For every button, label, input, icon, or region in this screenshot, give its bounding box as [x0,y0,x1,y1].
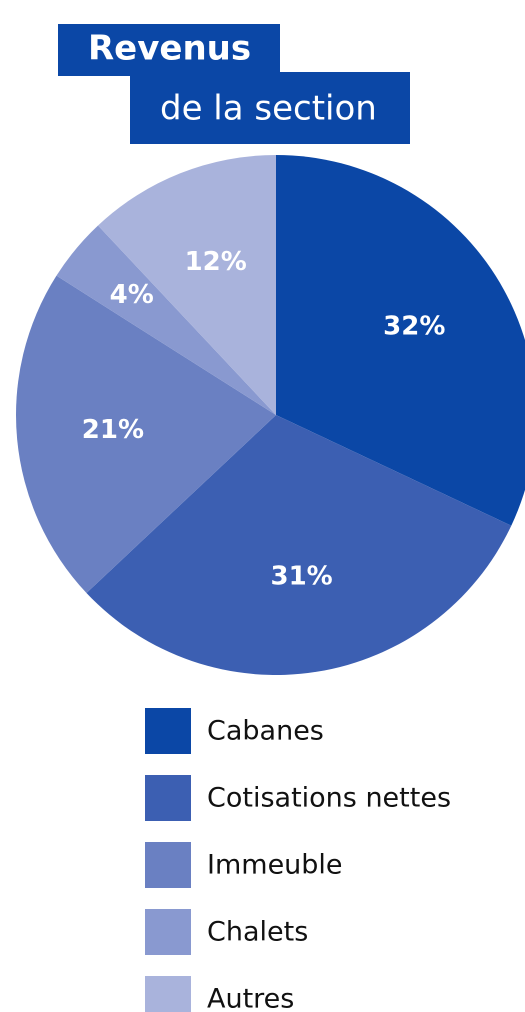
chart-subtitle: de la section [160,89,377,129]
slice-label: 21% [82,415,144,445]
slice-label: 31% [271,561,333,591]
chart-title: Revenus [88,29,251,69]
legend-label: Cotisations nettes [207,783,451,814]
legend-label: Immeuble [207,850,343,881]
title-box [58,24,280,76]
legend-label: Autres [207,984,294,1012]
pie-slice [15,275,276,593]
pie-slice [276,155,525,526]
slice-label: 12% [185,247,247,277]
legend-swatch [145,842,191,888]
slice-label: 32% [383,312,445,342]
pie-slice [86,415,512,675]
legend-label: Chalets [207,917,308,948]
legend-swatch [145,708,191,754]
subtitle-box [130,72,410,144]
legend-label: Cabanes [207,716,324,747]
legend-swatch [145,775,191,821]
slice-label: 4% [110,280,154,310]
legend-swatch [145,976,191,1012]
pie-slice [56,225,277,415]
legend-swatch [145,909,191,955]
pie-slice [98,155,276,415]
